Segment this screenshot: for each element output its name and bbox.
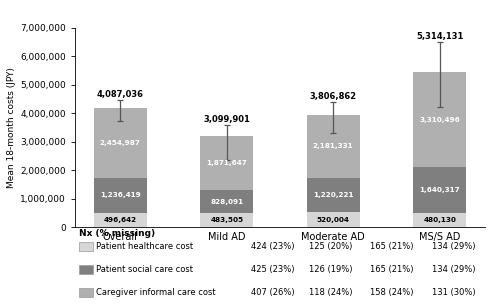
Text: Patient healthcare cost: Patient healthcare cost (96, 242, 192, 251)
Bar (200, 213, 254, 227)
Text: Caregiver informal care cost: Caregiver informal care cost (96, 288, 215, 297)
Text: 1,236,419: 1,236,419 (100, 192, 140, 198)
Text: 125 (20%): 125 (20%) (308, 242, 352, 251)
Bar (200, 190, 254, 213)
Text: 126 (19%): 126 (19%) (308, 265, 352, 274)
Text: Nx (% missing): Nx (% missing) (79, 230, 155, 239)
Bar (413, 72, 467, 167)
Text: 1,871,647: 1,871,647 (206, 160, 247, 166)
Bar (413, 167, 467, 213)
Text: 131 (30%): 131 (30%) (432, 288, 476, 297)
Bar (94, 108, 147, 178)
Text: 424 (23%): 424 (23%) (252, 242, 295, 251)
Text: 3,099,901: 3,099,901 (204, 115, 250, 124)
Text: 158 (24%): 158 (24%) (370, 288, 414, 297)
Bar (306, 212, 360, 227)
Bar (200, 136, 254, 190)
FancyBboxPatch shape (79, 288, 94, 297)
Bar (306, 115, 360, 177)
Text: 2,454,987: 2,454,987 (100, 140, 140, 146)
Text: 134 (29%): 134 (29%) (432, 242, 475, 251)
Bar (94, 178, 147, 213)
Text: 480,130: 480,130 (424, 217, 456, 223)
FancyBboxPatch shape (79, 265, 94, 274)
Text: 5,314,131: 5,314,131 (416, 32, 464, 41)
Y-axis label: Mean 18-month costs (JPY): Mean 18-month costs (JPY) (7, 67, 16, 188)
Bar (306, 177, 360, 212)
FancyBboxPatch shape (79, 242, 94, 251)
Text: 407 (26%): 407 (26%) (252, 288, 295, 297)
Text: Patient social care cost: Patient social care cost (96, 265, 192, 274)
Text: 3,806,862: 3,806,862 (310, 92, 357, 101)
Text: 828,091: 828,091 (210, 199, 244, 204)
Bar (94, 213, 147, 227)
Text: 425 (23%): 425 (23%) (252, 265, 295, 274)
Text: 165 (21%): 165 (21%) (370, 242, 414, 251)
Text: 483,505: 483,505 (210, 217, 244, 223)
Text: 2,181,331: 2,181,331 (313, 143, 354, 150)
Text: 496,642: 496,642 (104, 217, 137, 223)
Text: 520,004: 520,004 (317, 217, 350, 223)
Text: 1,220,221: 1,220,221 (313, 192, 354, 198)
Text: 4,087,036: 4,087,036 (97, 90, 144, 99)
Text: 165 (21%): 165 (21%) (370, 265, 414, 274)
Text: 118 (24%): 118 (24%) (308, 288, 352, 297)
Bar (413, 213, 467, 227)
Text: 1,640,317: 1,640,317 (420, 187, 460, 193)
Text: 134 (29%): 134 (29%) (432, 265, 475, 274)
Text: 3,310,496: 3,310,496 (420, 117, 460, 122)
